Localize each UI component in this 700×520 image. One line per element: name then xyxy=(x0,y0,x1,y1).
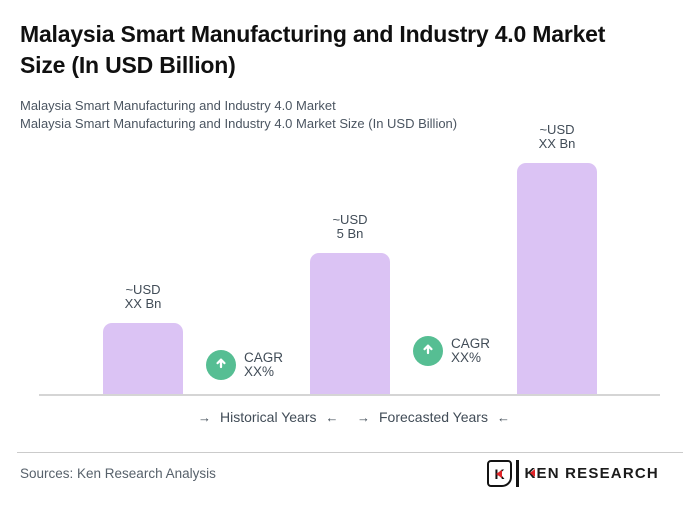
cagr-label-1: CAGR XX% xyxy=(244,350,284,379)
axis-label-historical-years: → Historical Years ← xyxy=(198,409,339,425)
sources-text: Sources: Ken Research Analysis xyxy=(20,466,216,481)
axis-label-text: Forecasted Years xyxy=(379,409,488,425)
bar-current xyxy=(310,253,390,395)
cagr-label-2: CAGR XX% xyxy=(451,336,491,365)
axis-label-text: Historical Years xyxy=(220,409,317,425)
logo-red-triangle-icon xyxy=(496,469,502,478)
ken-research-logo-icon: K xyxy=(487,460,512,487)
bar-forecast xyxy=(517,163,597,395)
bar-historical xyxy=(103,323,183,395)
chart-subtitle-line1: Malaysia Smart Manufacturing and Industr… xyxy=(20,98,336,113)
up-arrow-icon xyxy=(213,355,229,376)
cagr-badge-1 xyxy=(206,350,236,380)
right-arrow-icon: → xyxy=(357,409,370,425)
cagr-badge-2 xyxy=(413,336,443,366)
right-arrow-icon: → xyxy=(198,409,211,425)
left-arrow-icon: ← xyxy=(496,409,510,425)
page-title: Malaysia Smart Manufacturing and Industr… xyxy=(20,21,606,78)
up-arrow-icon xyxy=(420,341,436,362)
chart-subtitle: Malaysia Smart Manufacturing and Industr… xyxy=(20,97,457,133)
bar-value-label-forecast: ~USD XX Bn xyxy=(538,122,576,151)
logo-separator xyxy=(516,460,519,487)
chart-subtitle-line2: Malaysia Smart Manufacturing and Industr… xyxy=(20,116,458,131)
logo-text: KEN RESEARCH xyxy=(524,465,659,482)
bar-value-label-current: ~USD 5 Bn xyxy=(332,212,368,241)
axis-label-forecasted-years: → Forecasted Years ← xyxy=(357,409,510,425)
bar-value-label-historical: ~USD XX Bn xyxy=(124,282,162,311)
x-axis-line xyxy=(39,394,660,396)
logo-k-red-triangle-icon xyxy=(529,469,535,477)
left-arrow-icon: ← xyxy=(325,409,339,425)
ken-research-logo: K KEN RESEARCH xyxy=(487,460,659,487)
footer-divider xyxy=(17,452,683,453)
